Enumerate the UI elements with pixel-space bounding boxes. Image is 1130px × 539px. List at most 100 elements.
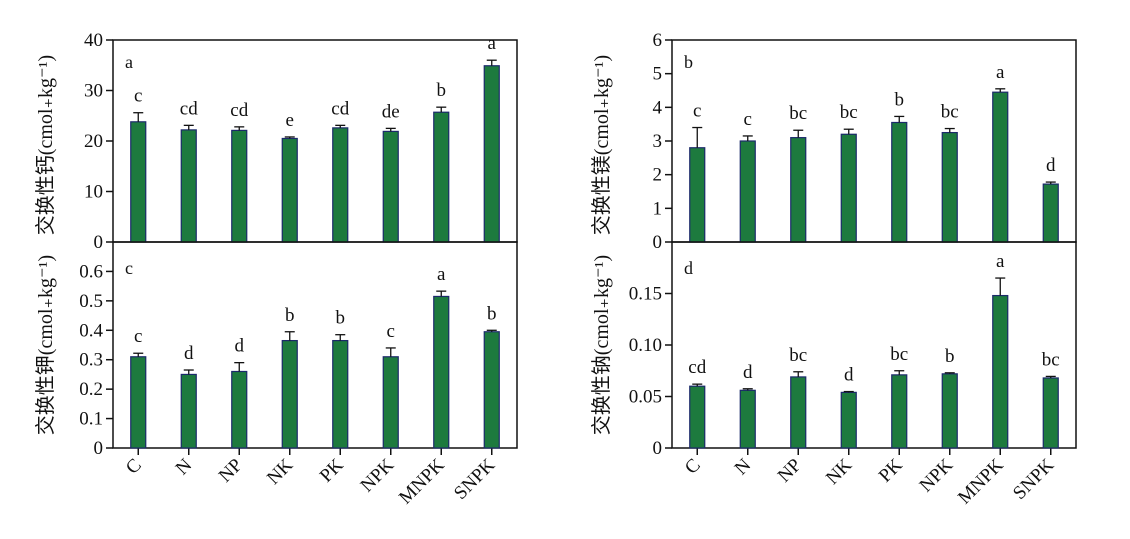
category-label-c: PK [316, 454, 348, 486]
significance-label-d: bc [789, 345, 807, 366]
category-label-c: SNPK [450, 454, 499, 503]
y-tick-label-d: 0.10 [629, 335, 662, 356]
bar-d-SNPK [1042, 377, 1059, 449]
significance-label-d: d [844, 365, 854, 386]
bar-a-C [130, 121, 147, 243]
bar-d-NK [840, 391, 857, 449]
panel-label-b: b [684, 52, 693, 72]
y-axis-title-d: 交换性钠(cmol₊kg⁻¹) [590, 255, 613, 435]
plot-frame-a [112, 39, 518, 243]
significance-label-a: a [488, 33, 497, 54]
significance-label-a: de [382, 101, 400, 122]
significance-label-d: b [945, 346, 955, 367]
bar-d-PK [891, 374, 908, 449]
category-label-d: MNPK [954, 454, 1008, 508]
y-tick-label-a: 0 [94, 232, 104, 253]
y-tick-label-d: 0.15 [629, 284, 662, 305]
category-label-c: NP [215, 455, 247, 487]
bar-c-C [130, 356, 147, 449]
y-tick-label-b: 5 [653, 64, 663, 85]
y-tick-label-a: 20 [84, 131, 103, 152]
bar-c-NP [231, 370, 248, 449]
significance-label-d: bc [890, 344, 908, 365]
category-label-d: PK [875, 454, 907, 486]
y-tick-label-c: 0.3 [79, 350, 103, 371]
category-label-d: NK [822, 454, 856, 488]
bar-b-N [739, 140, 756, 243]
significance-label-b: c [693, 101, 701, 122]
y-tick-label-a: 40 [84, 30, 103, 51]
bar-d-NPK [941, 373, 958, 449]
bar-b-NP [790, 137, 807, 243]
bar-c-NK [281, 339, 298, 449]
category-label-c: MNPK [395, 454, 449, 508]
significance-label-a: cd [230, 100, 248, 121]
bar-d-MNPK [992, 294, 1009, 449]
bar-b-MNPK [992, 91, 1009, 243]
y-tick-label-b: 1 [653, 198, 663, 219]
y-tick-label-d: 0.05 [629, 387, 662, 408]
panel-label-d: d [684, 258, 693, 278]
significance-label-a: cd [331, 98, 349, 119]
bar-b-SNPK [1042, 183, 1059, 243]
bar-d-N [739, 389, 756, 449]
bar-b-C [689, 147, 706, 243]
significance-label-b: a [996, 62, 1005, 83]
bar-c-MNPK [433, 295, 450, 449]
significance-label-c: a [437, 264, 446, 285]
panel-label-c: c [125, 258, 133, 278]
significance-label-c: c [387, 321, 395, 342]
y-tick-label-c: 0.6 [79, 261, 103, 282]
significance-label-d: a [996, 251, 1005, 272]
category-label-d: NP [774, 455, 806, 487]
category-label-c: NPK [357, 454, 399, 496]
significance-label-a: c [134, 86, 142, 107]
y-tick-label-c: 0.2 [79, 379, 103, 400]
bar-d-C [689, 385, 706, 449]
bar-d-NP [790, 376, 807, 449]
y-tick-label-d: 0 [653, 438, 663, 459]
significance-label-a: cd [180, 98, 198, 119]
category-label-c: C [122, 455, 146, 479]
significance-label-c: d [235, 336, 245, 357]
bar-c-N [180, 373, 197, 449]
category-label-d: SNPK [1009, 454, 1058, 503]
category-label-d: N [731, 454, 756, 479]
category-label-d: C [681, 455, 705, 479]
y-axis-title-a: 交换性钙(cmol₊kg⁻¹) [34, 55, 57, 235]
significance-label-b: c [744, 109, 752, 130]
y-tick-label-c: 0.4 [79, 320, 103, 341]
significance-label-c: d [184, 343, 194, 364]
y-tick-label-b: 6 [653, 30, 663, 51]
bar-b-NPK [941, 131, 958, 243]
y-tick-label-b: 2 [653, 165, 663, 186]
panel-c: 0 0.1 0.2 0.3 0.4 0.5 0.6 c c d d b b c a b C N NP NK PK NPKM… [34, 241, 518, 508]
significance-label-d: cd [688, 357, 706, 378]
bar-a-SNPK [483, 65, 500, 243]
panel-label-a: a [125, 52, 133, 72]
bar-a-NPK [382, 130, 399, 243]
bar-c-SNPK [483, 331, 500, 449]
significance-label-b: d [1046, 155, 1056, 176]
y-tick-label-a: 10 [84, 182, 103, 203]
category-label-c: N [172, 454, 197, 479]
y-tick-label-b: 0 [653, 232, 663, 253]
bar-c-PK [332, 339, 349, 449]
y-tick-label-c: 0.1 [79, 409, 103, 430]
plot-frame-b [671, 39, 1077, 243]
plot-frame-d [671, 241, 1077, 449]
y-axis-title-b: 交换性镁(cmol₊kg⁻¹) [590, 55, 613, 235]
plot-frame-c [112, 241, 518, 449]
significance-label-d: bc [1042, 349, 1060, 370]
significance-label-b: b [895, 89, 905, 110]
y-axis-title-c: 交换性钾(cmol₊kg⁻¹) [34, 255, 57, 435]
significance-label-b: bc [789, 103, 807, 124]
bar-a-PK [332, 127, 349, 243]
y-tick-label-b: 3 [653, 131, 663, 152]
y-tick-label-c: 0.5 [79, 291, 103, 312]
y-tick-label-a: 30 [84, 81, 103, 102]
